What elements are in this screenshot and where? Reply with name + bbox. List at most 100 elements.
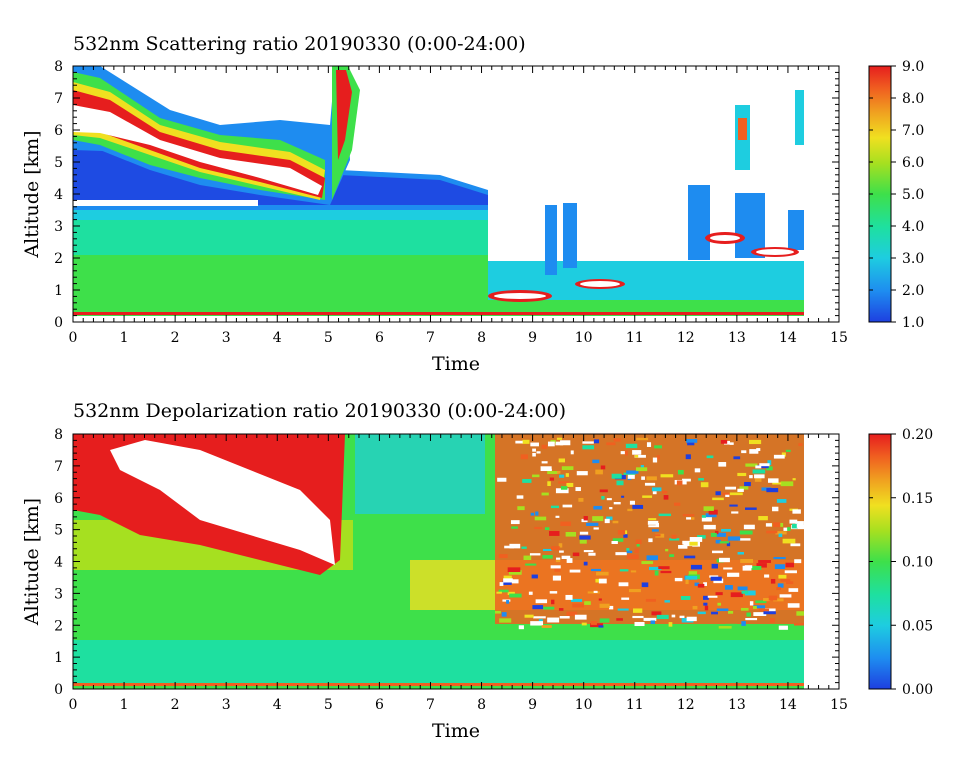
noise-speckle — [541, 492, 549, 496]
noise-speckle — [710, 532, 717, 537]
noise-speckle — [766, 488, 779, 493]
noise-speckle — [781, 452, 786, 457]
noise-speckle — [687, 442, 695, 446]
noise-speckle — [749, 601, 754, 606]
noise-speckle — [730, 592, 743, 598]
noise-speckle — [664, 600, 670, 603]
noise-speckle — [625, 443, 638, 449]
noise-speckle — [528, 591, 533, 595]
sr-cloud-rim-4-core — [756, 249, 794, 255]
noise-speckle — [754, 477, 762, 482]
noise-speckle — [680, 595, 691, 600]
noise-speckle — [534, 526, 543, 529]
noise-speckle — [787, 527, 791, 531]
noise-speckle — [773, 454, 785, 459]
noise-speckle — [744, 565, 753, 569]
noise-speckle — [583, 561, 588, 566]
noise-speckle — [565, 594, 573, 600]
y-tick-label: 3 — [54, 219, 63, 235]
noise-speckle — [656, 455, 660, 460]
noise-speckle — [508, 570, 522, 575]
noise-speckle — [646, 555, 658, 561]
noise-speckle — [763, 598, 771, 602]
noise-speckle — [707, 595, 718, 598]
noise-speckle — [547, 471, 559, 475]
x-tick-label: 15 — [830, 697, 848, 713]
noise-speckle — [593, 590, 598, 593]
noise-speckle — [521, 546, 527, 549]
noise-speckle — [665, 548, 669, 552]
noise-speckle — [674, 577, 683, 582]
noise-speckle — [727, 572, 740, 577]
sr-mid-band — [73, 215, 488, 255]
noise-speckle — [718, 625, 732, 629]
noise-speckle — [654, 570, 659, 576]
noise-speckle — [719, 557, 730, 563]
noise-speckle — [557, 470, 561, 474]
noise-speckle — [744, 481, 751, 487]
y-tick-label: 3 — [54, 586, 63, 602]
noise-speckle — [708, 509, 718, 515]
noise-speckle — [560, 440, 571, 446]
y-tick-label: 4 — [54, 187, 63, 203]
noise-speckle — [712, 497, 724, 501]
noise-speckle — [556, 557, 561, 560]
noise-speckle — [745, 507, 757, 510]
x-axis-label: Time — [432, 353, 480, 375]
noise-speckle — [669, 554, 675, 557]
noise-speckle — [752, 469, 766, 474]
noise-speckle — [582, 445, 595, 450]
noise-speckle — [725, 494, 730, 498]
noise-speckle — [686, 616, 697, 622]
y-tick-label: 0 — [54, 315, 63, 331]
noise-speckle — [555, 515, 560, 518]
noise-speckle — [743, 524, 755, 530]
noise-speckle — [710, 576, 722, 581]
noise-speckle — [767, 478, 779, 483]
noise-speckle — [683, 542, 693, 547]
noise-speckle — [544, 527, 550, 531]
y-tick-label: 7 — [54, 459, 63, 475]
colorbar-tick-label: 3.0 — [902, 251, 924, 267]
noise-speckle — [767, 460, 772, 466]
noise-speckle — [715, 592, 723, 596]
noise-speckle — [737, 552, 745, 555]
noise-speckle — [574, 614, 587, 620]
noise-speckle — [697, 583, 705, 588]
colorbar-1-ticks: 1.0 2.0 3.0 4.0 5.0 6.0 7.0 8.0 9.0 — [869, 59, 924, 331]
noise-speckle — [581, 518, 588, 523]
noise-speckle — [579, 535, 591, 540]
noise-speckle — [623, 534, 628, 538]
x-tick-label: 13 — [728, 697, 746, 713]
noise-speckle — [507, 567, 521, 573]
dr-surface-line — [73, 683, 804, 686]
x-tick-label: 9 — [528, 697, 537, 713]
noise-speckle — [606, 516, 613, 521]
noise-speckle — [635, 539, 642, 545]
noise-speckle — [686, 439, 698, 443]
noise-speckle — [555, 558, 561, 563]
noise-speckle — [778, 625, 788, 630]
noise-speckle — [588, 552, 596, 556]
y-tick-label: 2 — [54, 618, 63, 634]
noise-speckle — [780, 579, 791, 582]
noise-speckle — [721, 528, 731, 532]
x-tick-label: 9 — [528, 330, 537, 346]
noise-speckle — [599, 618, 610, 623]
sr-cloud-core-white — [73, 105, 322, 195]
noise-speckle — [782, 538, 796, 544]
noise-speckle — [555, 488, 569, 494]
noise-speckle — [636, 437, 649, 441]
sr-tower-3 — [688, 185, 710, 260]
noise-speckle — [584, 601, 591, 605]
noise-speckle — [550, 505, 559, 509]
noise-speckle — [785, 449, 791, 452]
noise-speckle — [737, 586, 748, 591]
noise-speckle — [636, 543, 640, 547]
noise-speckle — [609, 605, 614, 610]
noise-speckle — [634, 548, 639, 554]
noise-speckle — [662, 491, 668, 494]
colorbar-tick-label: 6.0 — [902, 155, 924, 171]
noise-speckle — [572, 552, 580, 557]
noise-speckle — [626, 554, 639, 560]
